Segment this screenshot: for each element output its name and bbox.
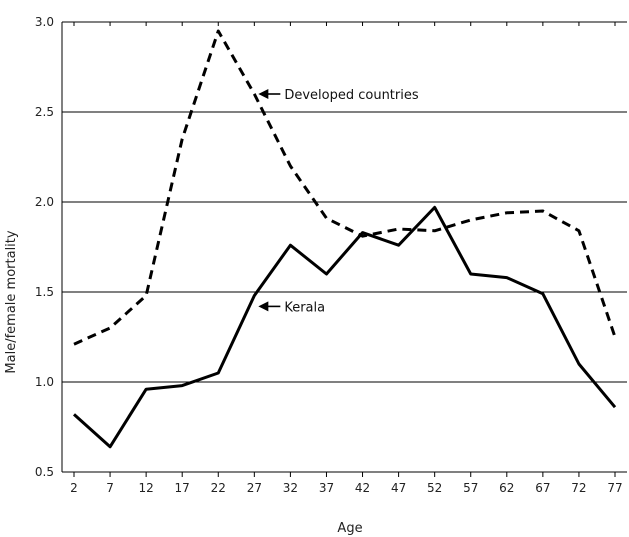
grid-lines bbox=[62, 21, 627, 473]
x-tick-label: 12 bbox=[138, 481, 153, 495]
developed-countries-label: Developed countries bbox=[284, 88, 419, 103]
x-tick-label: 32 bbox=[283, 481, 298, 495]
y-tick-label: 3.0 bbox=[35, 15, 54, 29]
x-tick-label: 67 bbox=[535, 481, 550, 495]
x-axis-label: Age bbox=[337, 521, 362, 536]
y-tick-label: 1.5 bbox=[35, 285, 54, 299]
x-tick-label: 72 bbox=[571, 481, 586, 495]
x-tick-label: 2 bbox=[70, 481, 78, 495]
x-tick-label: 77 bbox=[607, 481, 622, 495]
x-tick-label: 27 bbox=[247, 481, 262, 495]
x-tick-label: 57 bbox=[463, 481, 478, 495]
x-tick-label: 22 bbox=[211, 481, 226, 495]
kerala-line bbox=[72, 205, 617, 449]
annotations: Developed countries Kerala bbox=[258, 88, 419, 315]
y-axis-label: Male/female mortality bbox=[4, 230, 19, 373]
x-tick-label: 42 bbox=[355, 481, 370, 495]
x-tick-label: 62 bbox=[499, 481, 514, 495]
y-tick-label: 2.5 bbox=[35, 105, 54, 119]
axes: 0.51.01.52.02.53.02 7 12 17 22 27 32 37 42 47 52 57… bbox=[35, 15, 623, 495]
annotation-arrow-head bbox=[258, 89, 269, 99]
x-tick-label: 7 bbox=[106, 481, 114, 495]
x-tick-label: 37 bbox=[319, 481, 334, 495]
x-tick-label: 17 bbox=[175, 481, 190, 495]
y-tick-label: 2.0 bbox=[35, 195, 54, 209]
y-tick-label: 0.5 bbox=[35, 465, 54, 479]
kerala-label: Kerala bbox=[284, 300, 325, 315]
x-tick-label: 52 bbox=[427, 481, 442, 495]
x-tick-label: 47 bbox=[391, 481, 406, 495]
developed-countries-line bbox=[73, 29, 617, 346]
annotation-arrow-head bbox=[258, 301, 269, 312]
y-tick-label: 1.0 bbox=[35, 375, 54, 389]
series-lines bbox=[72, 29, 617, 449]
